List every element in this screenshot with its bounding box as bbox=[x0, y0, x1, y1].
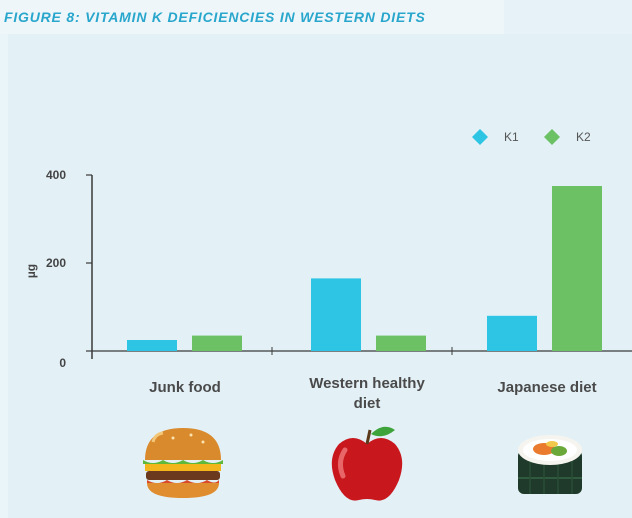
legend-label-k1: K1 bbox=[504, 130, 519, 144]
legend-marker-k2 bbox=[544, 129, 560, 145]
y-axis-label: µg bbox=[24, 264, 38, 278]
bar-k2-junk-food bbox=[192, 335, 242, 351]
legend-marker-k1 bbox=[472, 129, 488, 145]
bar-k2-western-healthy-diet bbox=[376, 335, 426, 351]
category-label-western-healthy-diet: Western healthy diet bbox=[287, 374, 447, 414]
apple-icon bbox=[331, 426, 403, 501]
bar-k2-japanese-diet bbox=[552, 186, 602, 351]
bar-k1-japanese-diet bbox=[487, 315, 537, 351]
y-tick-label: 0 bbox=[59, 356, 66, 370]
legend: K1 K2 bbox=[472, 129, 591, 145]
sushi-icon bbox=[518, 435, 582, 494]
left-strip bbox=[0, 34, 8, 518]
legend-label-k2: K2 bbox=[576, 130, 591, 144]
category-label-japanese-diet: Japanese diet bbox=[467, 378, 627, 398]
figure-title: FIGURE 8: VITAMIN K DEFICIENCIES IN WEST… bbox=[4, 9, 426, 25]
category-label-line: Japanese diet bbox=[497, 379, 597, 396]
y-tick-label: 200 bbox=[46, 256, 66, 270]
bars bbox=[127, 186, 602, 351]
bar-k1-junk-food bbox=[127, 340, 177, 351]
y-tick-label: 400 bbox=[46, 168, 66, 182]
burger-icon bbox=[143, 428, 223, 498]
chart-panel bbox=[0, 34, 632, 518]
category-label-line: Junk food bbox=[149, 379, 221, 396]
category-label-junk-food: Junk food bbox=[110, 378, 260, 398]
axes: 0 200 400 µg bbox=[24, 168, 632, 370]
title-band: FIGURE 8: VITAMIN K DEFICIENCIES IN WEST… bbox=[0, 0, 504, 34]
bar-k1-western-healthy-diet bbox=[311, 278, 361, 351]
category-label-line: Western healthy bbox=[309, 375, 425, 392]
category-label-line: diet bbox=[353, 395, 381, 412]
